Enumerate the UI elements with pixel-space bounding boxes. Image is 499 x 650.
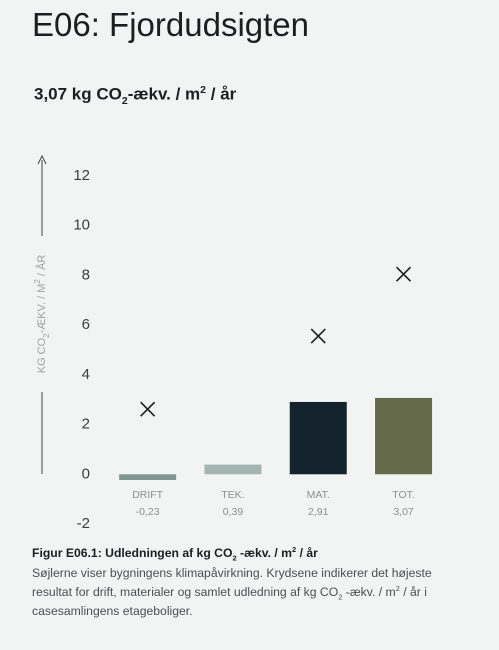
label-part: / ÅR [35, 255, 48, 280]
subscript: 2 [232, 553, 237, 563]
caption-text: -ækv. / m [342, 584, 396, 599]
caption-text: / år [296, 546, 318, 561]
subscript: 2 [42, 333, 51, 338]
x-tick-label: TOT. [392, 489, 415, 501]
bar [289, 401, 347, 475]
bar [375, 397, 433, 475]
headline: 3,07 kg CO2-ækv. / m2 / år [34, 84, 236, 107]
y-tick-label: -2 [77, 515, 90, 532]
label-part: -ÆKV. / M [36, 284, 48, 334]
caption-body: Søjlerne viser bygningens klimapåvirknin… [32, 566, 452, 620]
headline-text: 3,07 kg CO [34, 84, 122, 104]
max-marker [395, 266, 412, 282]
superscript: 2 [395, 583, 400, 593]
superscript: 2 [200, 84, 207, 96]
x-tick-label: TEK. [221, 489, 244, 501]
x-tick-label: DRIFT [132, 489, 163, 501]
caption-text: Figur E06.1: Udledningen af kg CO [32, 546, 233, 561]
axis-arrow [37, 154, 47, 165]
bar [119, 474, 177, 481]
y-tick-label: 6 [82, 316, 90, 333]
y-tick-label: 4 [82, 366, 90, 383]
caption-text: / år i casesamlingens etageboliger. [32, 584, 427, 618]
max-marker [310, 328, 326, 344]
caption-title: Figur E06.1: Udledningen af kg CO2 -ækv.… [32, 542, 452, 566]
y-axis-label: KG CO2-ÆKV. / M2 / ÅR [33, 255, 51, 374]
page-title: E06: Fjordudsigten [32, 6, 310, 43]
caption-text: Søjlerne viser bygningens klimapåvirknin… [32, 565, 432, 599]
bar [204, 464, 262, 475]
max-marker [140, 401, 156, 417]
y-tick-label: 0 [82, 465, 90, 482]
superscript: 2 [33, 279, 42, 284]
y-tick-label: 8 [82, 266, 90, 283]
y-tick-label: 12 [73, 167, 90, 184]
superscript: 2 [291, 545, 297, 554]
y-tick-label: 10 [73, 217, 90, 234]
value-label: 0,39 [223, 506, 244, 518]
headline-text: / år [206, 84, 237, 104]
value-label: 2,91 [308, 506, 329, 518]
y-tick-label: 2 [82, 416, 90, 433]
value-label: -0,23 [136, 506, 160, 518]
value-label: 3,07 [393, 506, 414, 518]
subscript: 2 [338, 592, 343, 601]
subscript: 2 [121, 95, 128, 108]
headline-text: -ækv. / m [127, 84, 201, 104]
chart: KG CO2-ÆKV. / M2 / ÅR -2024681012DRIFT-0… [33, 154, 433, 532]
caption: Figur E06.1: Udledningen af kg CO2 -ækv.… [32, 542, 452, 619]
caption-text: -ækv. / m [236, 546, 292, 561]
x-tick-label: MAT. [307, 489, 330, 501]
label-part: KG CO [36, 337, 48, 373]
